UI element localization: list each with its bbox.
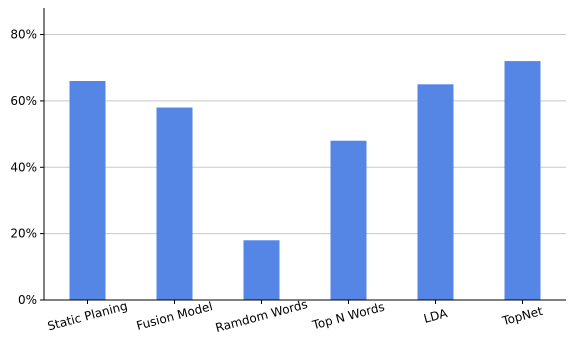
bar-5 <box>504 61 541 300</box>
bar-0 <box>69 81 106 300</box>
bar-2 <box>243 240 280 300</box>
bar-1 <box>156 107 193 300</box>
x-tick-label: LDA <box>422 306 449 326</box>
y-tick-label: 0% <box>18 293 37 307</box>
axes <box>40 8 566 304</box>
y-tick-label: 60% <box>10 94 37 108</box>
y-tick-label: 80% <box>10 28 37 42</box>
y-tick-label: 40% <box>10 160 37 174</box>
x-tick-label: Top N Words <box>310 300 386 333</box>
grid-lines <box>44 34 566 235</box>
x-tick-label: Fusion Model <box>135 299 214 333</box>
y-tick-labels: 0% 20% 40% 60% 80% <box>10 28 37 307</box>
y-tick-label: 20% <box>10 227 37 241</box>
bar-4 <box>417 84 454 301</box>
x-tick-labels: Static Planing Fusion Model Ramdom Words To… <box>46 297 545 335</box>
bar-3 <box>330 140 367 300</box>
x-tick-label: TopNet <box>500 304 545 329</box>
bars <box>69 61 541 301</box>
